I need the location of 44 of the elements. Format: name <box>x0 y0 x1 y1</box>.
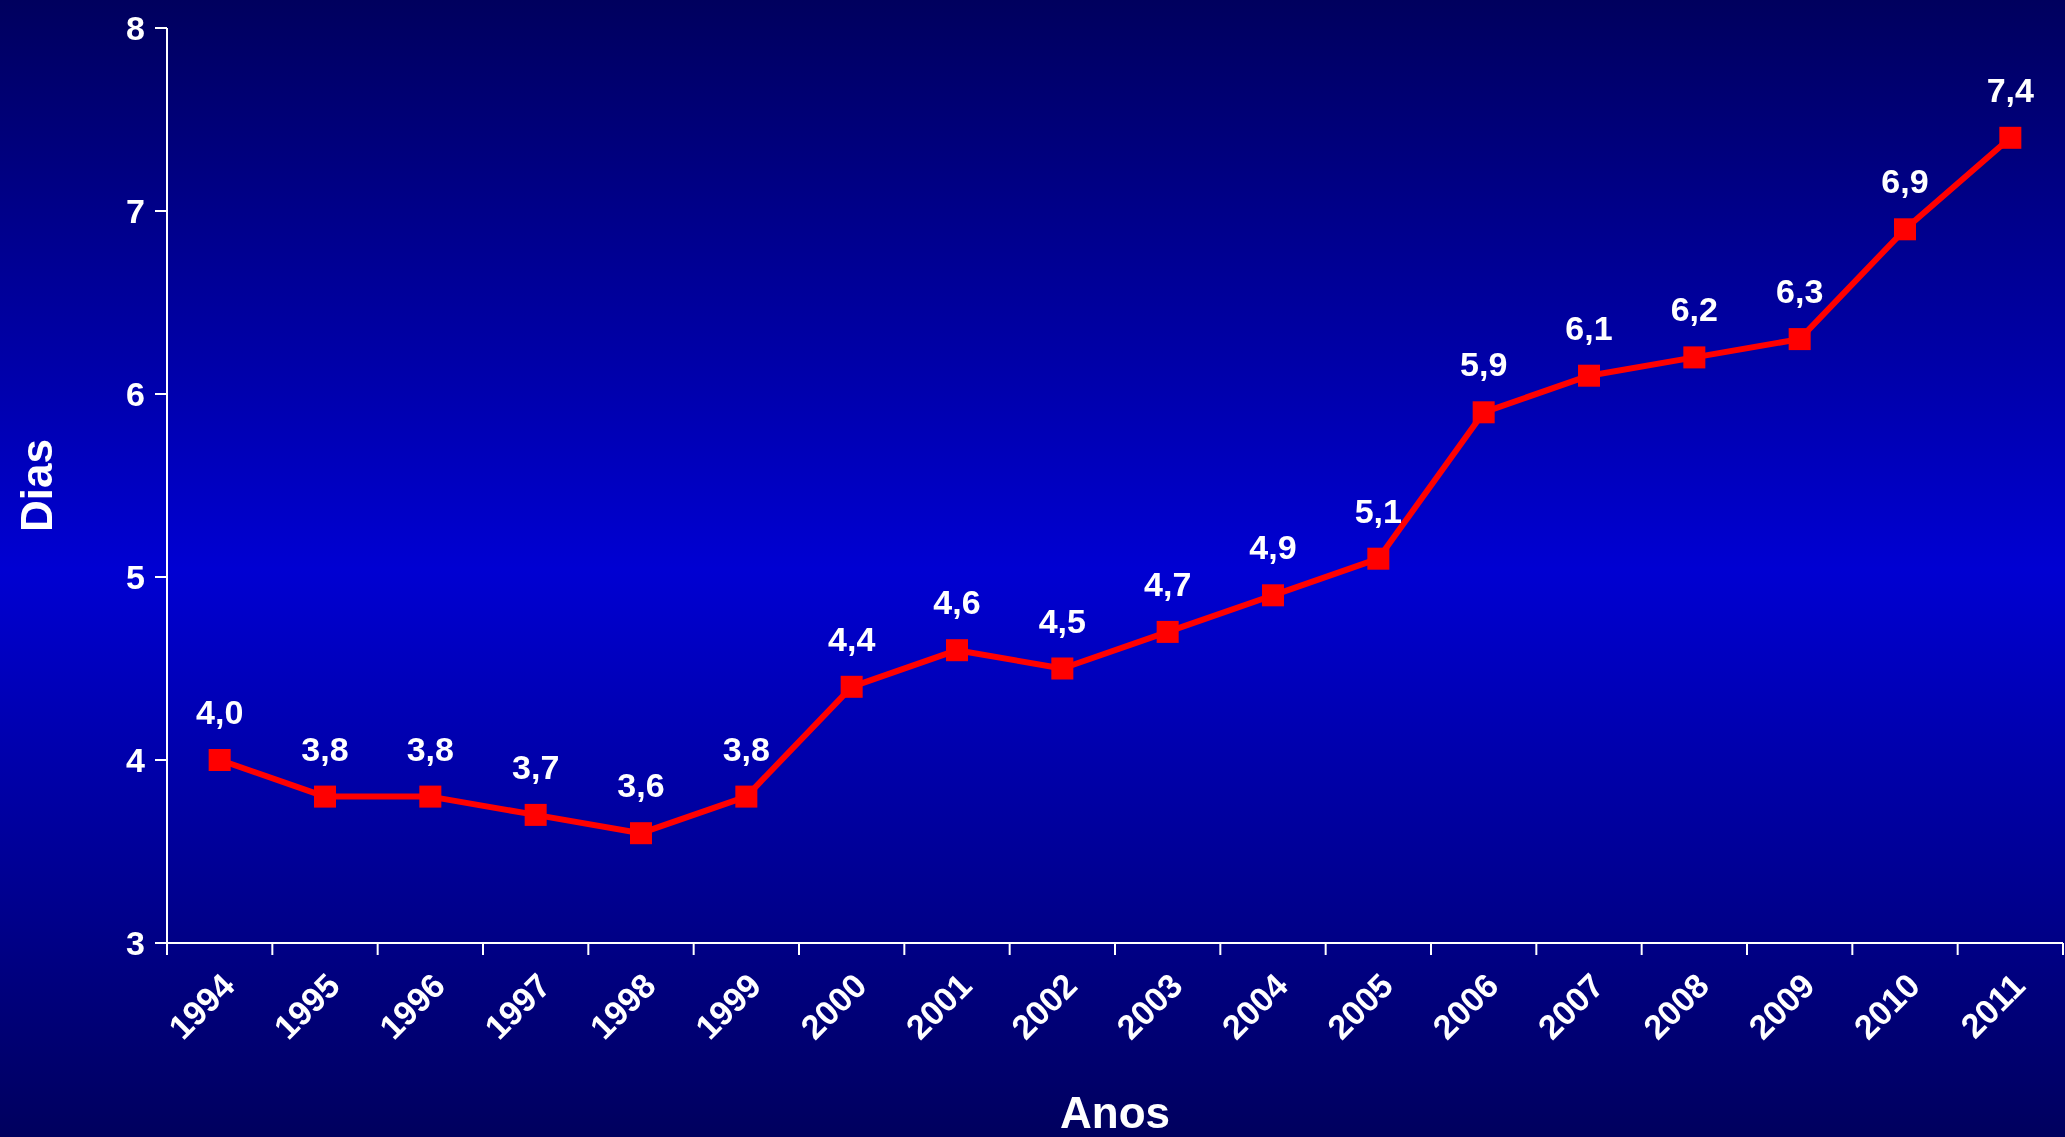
data-label: 3,8 <box>301 729 349 768</box>
point <box>1262 584 1284 607</box>
point <box>840 675 863 698</box>
point <box>946 639 968 662</box>
data-label: 6,1 <box>1565 308 1613 347</box>
x-axis-title: Anos <box>1060 1088 1170 1137</box>
data-label: 5,9 <box>1460 345 1508 384</box>
point <box>314 785 336 808</box>
point <box>1894 218 1916 241</box>
data-label: 4,6 <box>933 583 981 622</box>
point <box>735 785 758 808</box>
data-label: 5,1 <box>1354 491 1402 530</box>
point <box>1999 126 2022 149</box>
point <box>1578 364 1600 387</box>
data-label: 4,0 <box>196 693 244 731</box>
point <box>1051 657 1074 680</box>
point <box>208 749 231 771</box>
point <box>1788 328 1811 351</box>
data-label: 3,8 <box>722 729 770 768</box>
point <box>524 803 547 826</box>
data-label: 6,9 <box>1881 162 1929 201</box>
point <box>630 822 652 845</box>
point <box>1156 620 1179 643</box>
data-label: 6,2 <box>1670 290 1718 329</box>
data-label: 3,8 <box>406 729 454 768</box>
y-tick-label: 4 <box>126 740 146 779</box>
point <box>1472 401 1495 424</box>
y-tick-label: 7 <box>126 191 145 230</box>
y-axis-title: Dias <box>12 439 61 532</box>
point <box>1683 346 1706 369</box>
y-tick-label: 3 <box>126 923 145 962</box>
y-tick-label: 5 <box>126 557 145 596</box>
data-label: 4,4 <box>828 619 876 658</box>
data-label: 4,7 <box>1144 564 1192 603</box>
data-label: 3,6 <box>617 766 665 805</box>
data-label: 3,7 <box>512 747 560 786</box>
data-label: 6,3 <box>1776 272 1824 311</box>
data-label: 4,5 <box>1038 601 1086 640</box>
data-label: 7,4 <box>1986 70 2035 109</box>
data-label: 4,9 <box>1249 528 1297 567</box>
point <box>419 785 442 808</box>
y-tick-label: 8 <box>126 8 145 47</box>
y-tick-label: 6 <box>126 374 145 413</box>
point <box>1367 547 1390 570</box>
